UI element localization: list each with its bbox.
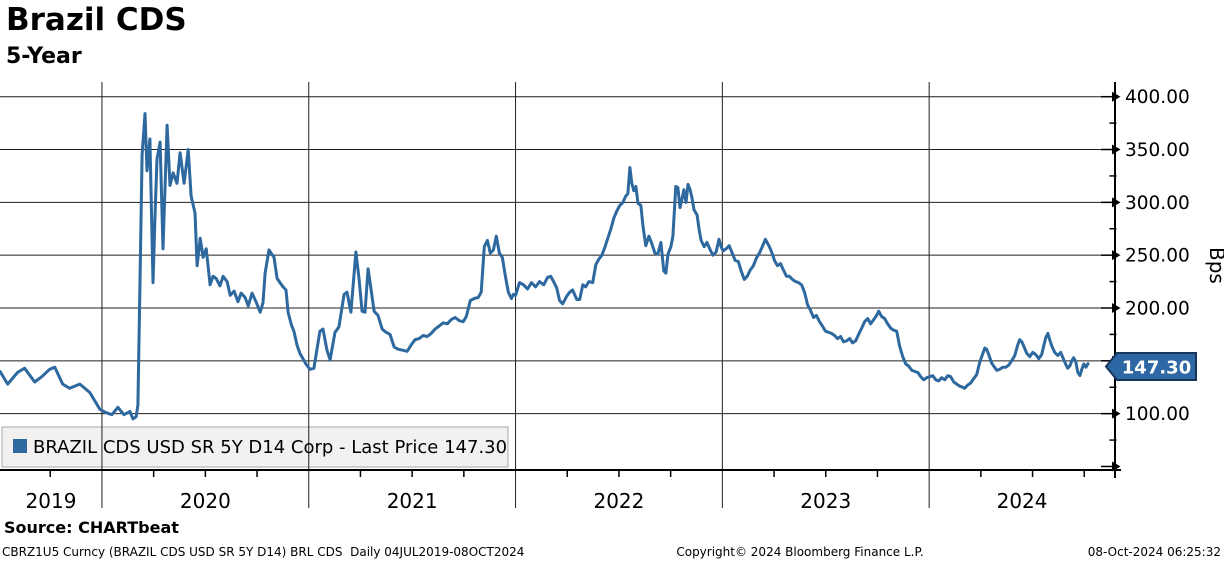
source-line: Source: CHARTbeat <box>4 518 179 537</box>
footer-copyright: Copyright© 2024 Bloomberg Finance L.P. <box>676 545 924 559</box>
last-price-badge-shape <box>1104 352 1197 381</box>
x-year-label: 2019 <box>26 489 77 513</box>
last-price-badge: 147.30 <box>1104 352 1197 381</box>
legend-box <box>1 426 509 468</box>
y-tick-arrow-icon <box>1112 91 1121 102</box>
x-year-label: 2020 <box>180 489 231 513</box>
price-line-series <box>0 112 1090 421</box>
y-tick-arrow-icon <box>1112 408 1121 419</box>
y-tick-label: 250.00 <box>1125 246 1190 267</box>
footer-timestamp: 08-Oct-2024 06:25:32 <box>1087 545 1221 559</box>
x-year-label: 2023 <box>800 489 851 513</box>
legend-swatch <box>13 439 27 453</box>
gridlines <box>0 82 1115 508</box>
last-price-badge-value: 147.30 <box>1122 358 1191 379</box>
y-tick-arrow-icon <box>1112 461 1121 472</box>
x-year-label: 2022 <box>593 489 644 513</box>
y-tick-label: 350.00 <box>1125 140 1190 161</box>
y-tick-arrow-icon <box>1112 144 1121 155</box>
y-tick-arrow-icon <box>1112 303 1121 313</box>
footer-security-info: CBRZ1U5 Curncy (BRAZIL CDS USD SR 5Y D14… <box>2 545 525 559</box>
y-tick-label: 200.00 <box>1125 299 1190 320</box>
y-tick-arrow-icon <box>1112 250 1121 261</box>
cds-price-line <box>0 112 1090 421</box>
page-subtitle: 5-Year <box>6 44 82 69</box>
page-title: Brazil CDS <box>6 2 187 38</box>
y-tick-arrow-icon <box>1112 197 1121 208</box>
legend-label: BRAZIL CDS USD SR 5Y D14 Corp - Last Pri… <box>33 437 507 458</box>
x-year-label: 2021 <box>387 489 438 513</box>
x-axis-year-labels: 2019 2020 2021 2022 2023 2024 <box>26 489 1048 513</box>
x-year-label: 2024 <box>997 489 1048 513</box>
y-tick-label: 300.00 <box>1125 193 1190 214</box>
y-axis-unit-label: Bps <box>1205 247 1224 284</box>
y-tick-label: 400.00 <box>1125 87 1190 108</box>
y-axis-tick-labels: 100.00 200.00 250.00 300.00 350.00 400.00 <box>1125 87 1190 425</box>
y-tick-label: 100.00 <box>1125 404 1190 425</box>
